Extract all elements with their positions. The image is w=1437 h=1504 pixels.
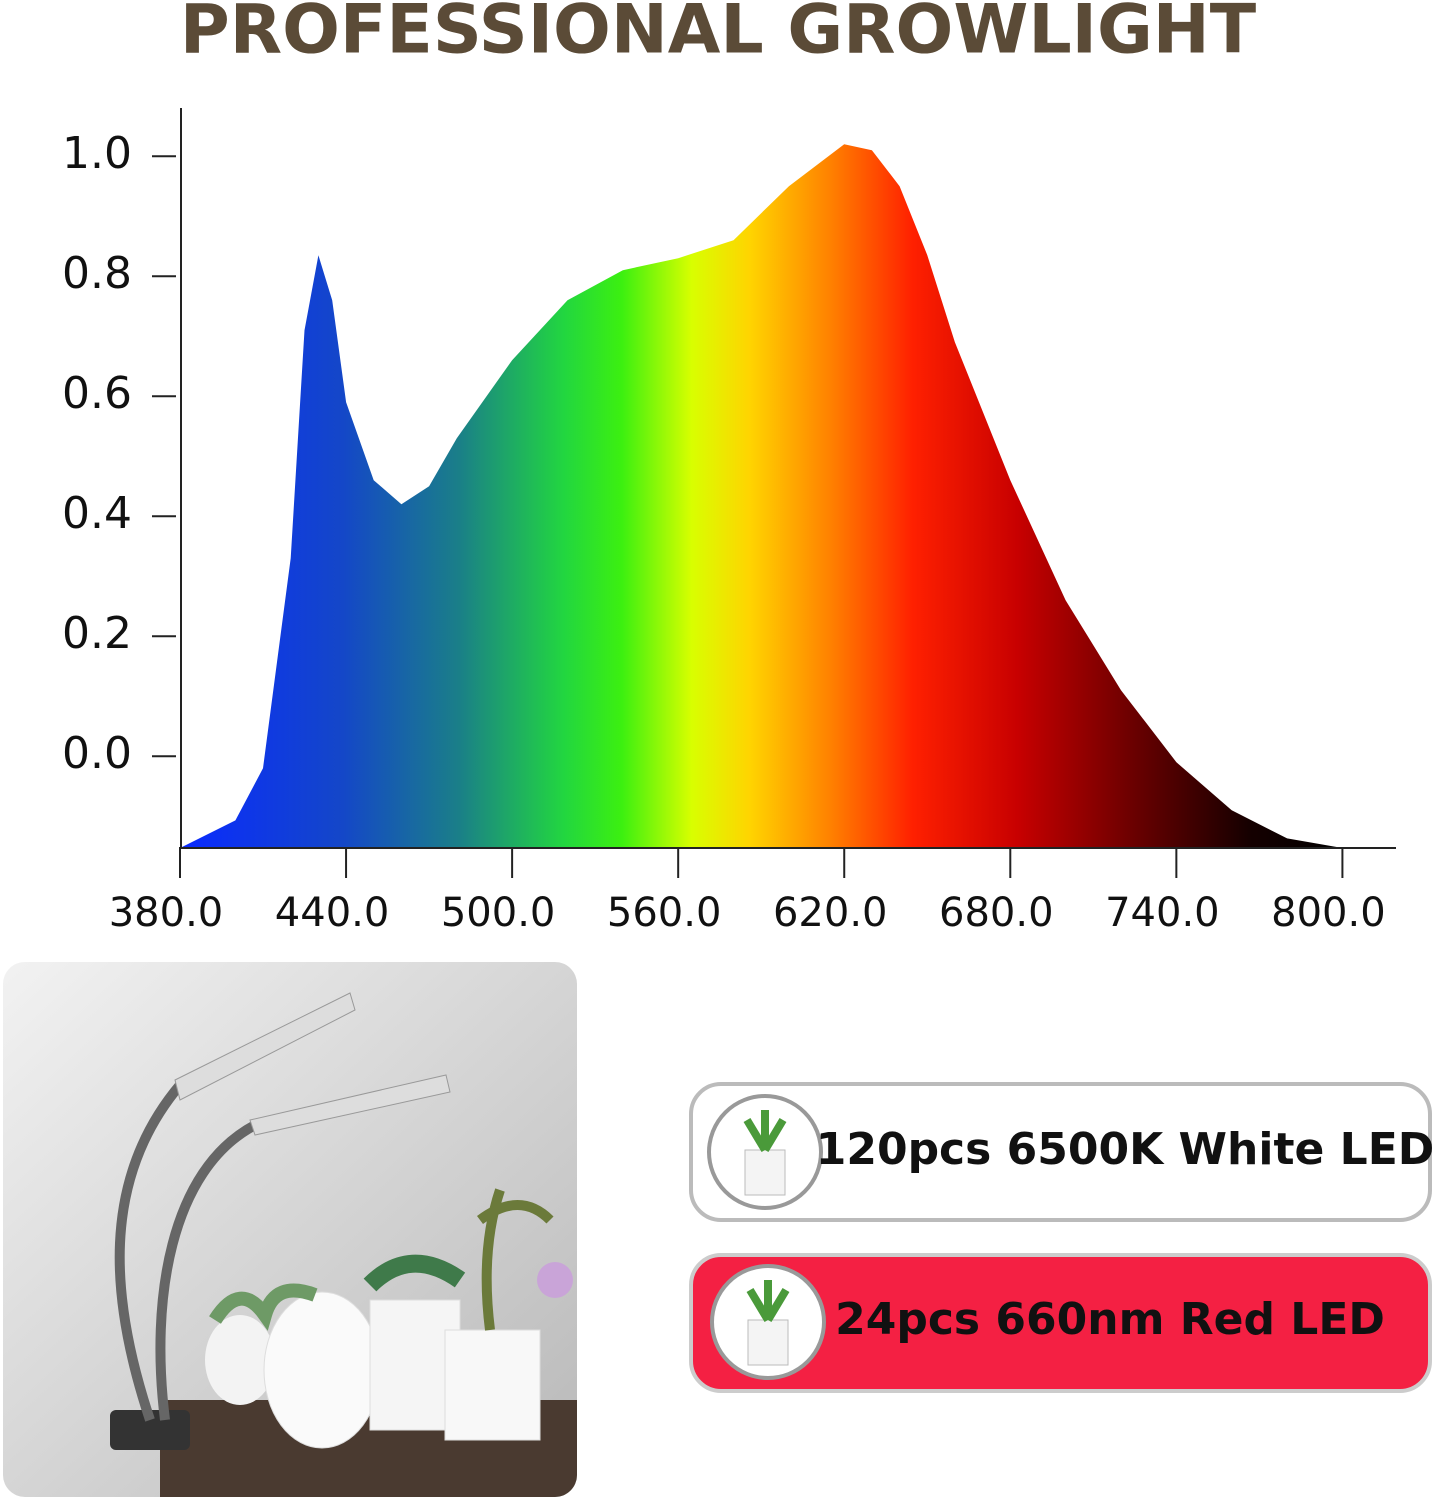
x-tick-label: 800.0 <box>1271 890 1386 936</box>
led-badge: 120pcs 6500K White LED <box>689 1082 1435 1222</box>
led-badge: 24pcs 660nm Red LED <box>689 1253 1432 1393</box>
y-tick-label: 1.0 <box>62 128 132 179</box>
y-tick-label: 0.8 <box>62 248 132 299</box>
plot: 0.0 0.2 0.4 0.6 0.8 1.0 380.0 440.0 500.0 560.0 62… <box>62 128 1386 936</box>
y-tick-label: 0.0 <box>62 728 132 779</box>
x-tick-label: 440.0 <box>275 890 390 936</box>
y-tick-label: 0.4 <box>62 488 132 539</box>
led-label: 24pcs 660nm Red LED <box>835 1294 1385 1345</box>
x-tick-label: 740.0 <box>1105 890 1220 936</box>
led-label: 120pcs 6500K White LED <box>816 1124 1435 1175</box>
y-tick-label: 0.2 <box>62 608 132 659</box>
x-tick-label: 500.0 <box>441 890 556 936</box>
spectrum-area <box>180 144 1343 848</box>
product-photo <box>3 962 577 1497</box>
x-tick-label: 680.0 <box>939 890 1054 936</box>
chart-title: PROFESSIONAL GROWLIGHT <box>180 0 1257 70</box>
x-tick-label: 560.0 <box>607 890 722 936</box>
y-tick-label: 0.6 <box>62 368 132 419</box>
x-tick-label: 380.0 <box>109 890 224 936</box>
x-tick-label: 620.0 <box>773 890 888 936</box>
